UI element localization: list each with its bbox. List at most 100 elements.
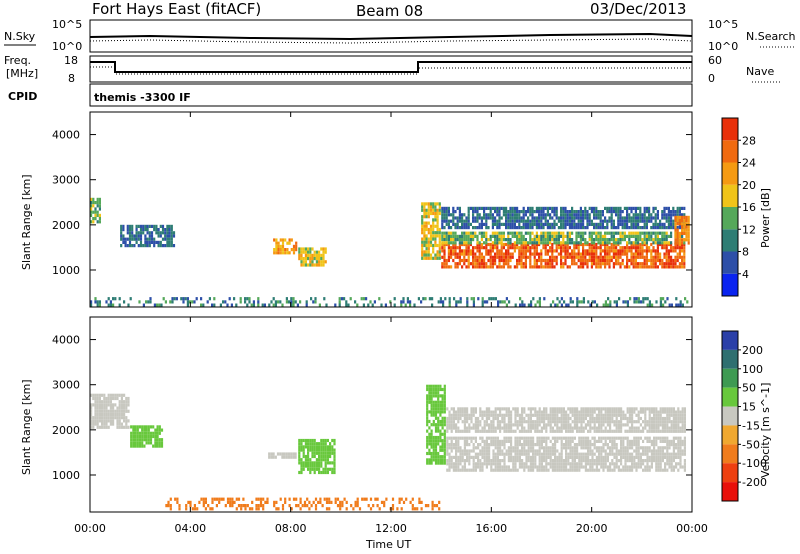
range-cell (579, 213, 582, 217)
range-cell (672, 449, 675, 453)
range-cell (505, 213, 508, 217)
range-cell (455, 459, 458, 463)
range-cell (661, 459, 664, 463)
range-cell (324, 464, 327, 468)
range-cell (494, 462, 497, 466)
range-cell (448, 297, 451, 301)
range-cell (127, 403, 130, 407)
range-cell (538, 452, 541, 456)
range-cell (463, 226, 466, 230)
range-cell (262, 504, 265, 508)
range-cell (637, 226, 640, 230)
range-cell (612, 206, 615, 210)
range-cell (556, 459, 559, 463)
range-cell (103, 412, 106, 417)
range-cell (429, 205, 433, 209)
range-cell (549, 238, 552, 242)
range-cell (472, 234, 475, 238)
range-cell (432, 234, 435, 238)
range-cell (672, 439, 675, 443)
range-cell (166, 237, 169, 241)
range-cell (576, 297, 579, 301)
range-cell (628, 410, 631, 414)
range-cell (655, 426, 658, 430)
range-cell (653, 452, 656, 456)
range-cell (575, 238, 578, 242)
range-cell (290, 507, 293, 511)
range-cell (538, 410, 541, 414)
range-cell (529, 246, 532, 250)
range-cell (159, 244, 162, 248)
range-cell (586, 242, 589, 247)
range-cell (675, 452, 678, 456)
range-cell (617, 429, 620, 433)
range-cell (443, 391, 446, 395)
range-cell (532, 465, 535, 469)
range-cell (461, 252, 464, 256)
range-cell (326, 445, 329, 449)
range-cell (513, 219, 516, 223)
range-cell (474, 216, 477, 220)
range-cell (470, 436, 473, 440)
range-cell (665, 246, 668, 250)
range-cell (683, 446, 686, 450)
range-cell (156, 431, 159, 435)
range-cell (292, 244, 296, 248)
range-cell (94, 393, 97, 397)
range-cell (646, 468, 649, 472)
range-cell (573, 465, 576, 469)
range-cell (320, 253, 323, 257)
range-cell (524, 262, 527, 266)
range-cell (314, 497, 318, 501)
range-cell (661, 262, 664, 266)
range-cell (98, 393, 101, 397)
range-cell (456, 219, 459, 223)
range-cell (481, 426, 484, 430)
range-cell (92, 393, 95, 397)
range-cell (609, 439, 612, 443)
range-cell (536, 416, 539, 421)
range-cell (354, 504, 357, 508)
range-cell (641, 219, 644, 223)
range-cell (677, 452, 680, 456)
range-cell (154, 438, 157, 442)
range-cell (313, 461, 316, 465)
range-cell (576, 423, 579, 427)
range-cell (529, 210, 532, 214)
range-cell (560, 426, 563, 430)
range-cell (294, 300, 297, 304)
range-cell (362, 297, 365, 301)
range-cell (500, 206, 503, 210)
range-cell (189, 500, 192, 504)
range-cell (118, 422, 121, 426)
range-cell (483, 429, 486, 433)
range-cell (441, 439, 444, 443)
range-cell (507, 255, 510, 259)
range-cell (467, 231, 470, 235)
range-cell (496, 226, 499, 230)
range-cell (126, 237, 129, 241)
range-cell (472, 423, 475, 427)
range-cell (576, 443, 579, 447)
range-cell (288, 497, 291, 501)
range-cell (573, 407, 576, 411)
range-cell (632, 255, 635, 259)
range-cell (646, 407, 649, 411)
range-cell (438, 247, 441, 251)
range-cell (456, 216, 459, 220)
range-cell (510, 413, 513, 417)
range-cell (516, 468, 519, 472)
range-cell (593, 242, 596, 247)
range-cell (485, 206, 488, 210)
range-cell (668, 410, 671, 414)
range-cell (127, 303, 130, 307)
range-cell (529, 255, 532, 259)
range-cell (558, 452, 561, 456)
range-cell (562, 459, 565, 463)
range-cell (664, 468, 667, 472)
range-cell (96, 210, 99, 214)
range-cell (582, 410, 585, 414)
range-cell (429, 240, 433, 244)
range-cell (598, 455, 601, 459)
range-cell (491, 206, 494, 210)
